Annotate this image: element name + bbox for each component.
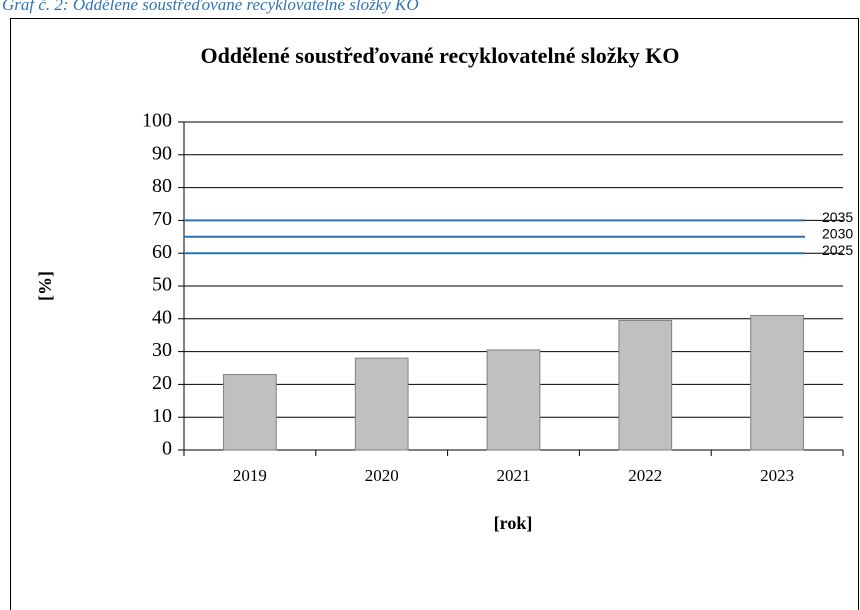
chart-frame <box>10 18 859 610</box>
x-tick-label: 2021 <box>497 466 531 485</box>
caption: Graf č. 2: Oddělené soustřeďované recykl… <box>2 0 419 14</box>
target-label: 2030 <box>822 226 853 242</box>
x-tick-label: 2023 <box>760 466 794 485</box>
x-tick-label: 2019 <box>233 466 267 485</box>
y-tick-label: 80 <box>152 175 172 197</box>
y-tick-label: 70 <box>152 208 172 230</box>
y-tick-label: 50 <box>152 274 172 296</box>
x-tick-label: 2022 <box>628 466 662 485</box>
y-tick-label: 40 <box>152 306 172 328</box>
bar <box>354 357 409 451</box>
bar <box>223 374 277 451</box>
y-tick-label: 0 <box>162 438 172 460</box>
y-tick-label: 90 <box>152 142 172 164</box>
x-tick-label: 2020 <box>365 466 399 485</box>
target-label: 2035 <box>822 209 853 225</box>
target-label: 2025 <box>822 242 853 258</box>
bar <box>486 349 541 451</box>
y-tick-label: 10 <box>152 405 172 427</box>
y-tick-label: 30 <box>152 339 172 361</box>
chart-title: Oddělené soustřeďované recyklovatelné sl… <box>201 43 680 68</box>
x-axis-label: [rok] <box>494 513 533 533</box>
bar <box>618 319 673 451</box>
bar <box>750 315 804 451</box>
y-tick-label: 100 <box>142 110 172 132</box>
y-axis-label: [%] <box>35 271 55 301</box>
y-tick-label: 60 <box>152 241 172 263</box>
y-tick-label: 20 <box>152 372 172 394</box>
